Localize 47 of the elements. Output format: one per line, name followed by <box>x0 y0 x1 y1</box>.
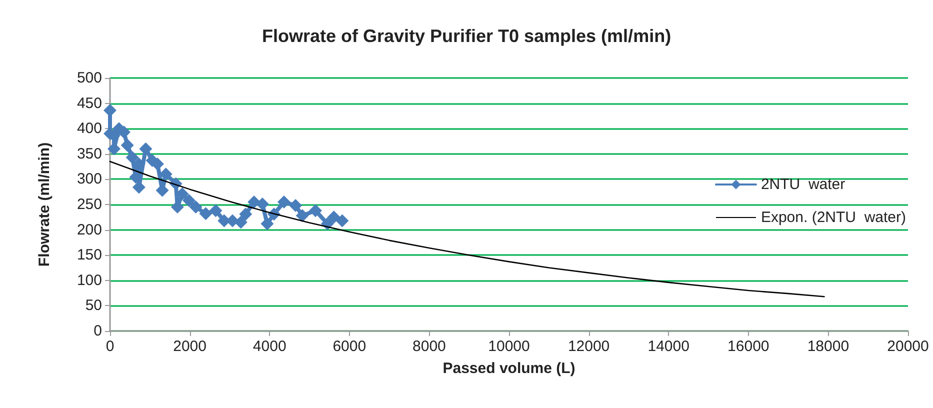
point <box>132 180 146 194</box>
x-tick-label: 14000 <box>648 338 690 355</box>
y-tick-label: 450 <box>76 94 102 112</box>
point <box>260 217 274 230</box>
x-tick-label: 18000 <box>807 338 850 355</box>
y-tick-label: 300 <box>76 170 102 188</box>
point <box>308 204 322 218</box>
point <box>199 207 212 220</box>
point <box>327 210 340 224</box>
legend-label: 2NTU water <box>760 176 846 193</box>
point <box>189 200 202 214</box>
x-tick-label: 6000 <box>332 338 366 355</box>
y-tick-label: 150 <box>76 246 102 264</box>
point <box>126 150 139 164</box>
y-tick-label: 250 <box>76 196 102 213</box>
x-tick-label: 20000 <box>887 338 929 355</box>
y-tick-label: 100 <box>76 272 102 289</box>
x-tick-label: 10000 <box>488 338 530 355</box>
point <box>277 195 290 208</box>
point <box>159 168 172 181</box>
x-tick-label: 4000 <box>252 338 286 355</box>
point <box>296 209 309 222</box>
legend-label: Expon. (2NTU water) <box>760 209 906 226</box>
x-tick-label: 12000 <box>568 338 610 355</box>
x-tick-label: 16000 <box>728 338 770 355</box>
point <box>104 104 116 117</box>
y-axis-title: Flowrate (ml/min) <box>36 142 53 267</box>
y-tick-label: 400 <box>76 120 102 138</box>
x-axis-title: Passed volume (L) <box>442 360 576 377</box>
point <box>234 216 248 229</box>
x-tick-label: 8000 <box>412 338 446 355</box>
point <box>239 208 252 221</box>
point <box>289 199 302 212</box>
y-tick-label: 0 <box>94 322 102 340</box>
point <box>256 197 269 210</box>
point <box>170 200 184 214</box>
point <box>120 138 134 152</box>
point <box>182 194 196 207</box>
y-tick-label: 350 <box>76 145 102 162</box>
chart-title: Flowrate of Gravity Purifier T0 samples (ml/min) <box>262 26 672 46</box>
y-tick-label: 50 <box>85 297 102 314</box>
point <box>209 204 222 218</box>
point <box>336 214 349 228</box>
y-tick-label: 500 <box>76 70 102 86</box>
x-tick-label: 0 <box>106 338 114 355</box>
x-tick-label: 2000 <box>173 338 206 355</box>
y-tick-label: 200 <box>76 221 102 238</box>
